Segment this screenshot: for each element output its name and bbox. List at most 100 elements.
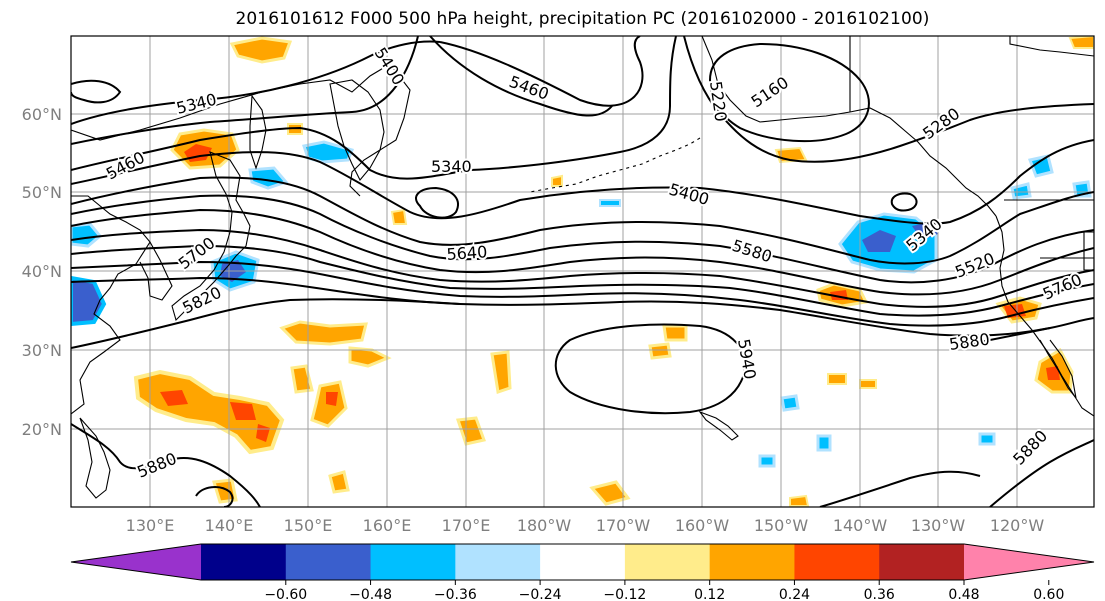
- contour-line: [71, 423, 261, 507]
- coastline-sakhalin: [249, 94, 267, 170]
- precip-patch: [827, 373, 847, 385]
- precip-patch: [328, 470, 350, 494]
- coastline-hawaii: [698, 410, 739, 441]
- lon-label: 150°E: [284, 516, 333, 535]
- lon-label: 170°W: [596, 516, 651, 535]
- contour-line: [959, 327, 1051, 347]
- contour-line: [71, 244, 1094, 317]
- contour-line: [71, 36, 677, 180]
- precip-patch: [758, 454, 776, 468]
- contour-line: [819, 470, 981, 507]
- colorbar-segment: [201, 544, 287, 580]
- precip-patch: [1027, 154, 1054, 178]
- precip-patch: [1068, 36, 1094, 49]
- colorbar-tick-label: 0.12: [694, 587, 725, 601]
- precip-patch: [589, 480, 631, 506]
- colorbar-tick-label: −0.12: [603, 587, 646, 601]
- precip-patch: [789, 494, 810, 507]
- colorbar-tick-label: 0.24: [779, 587, 810, 601]
- colorbar-segment: [370, 544, 456, 580]
- colorbar: −0.60 −0.48 −0.36 −0.24 −0.12 0.12 0.24 0.36 0.4…: [70, 543, 1095, 601]
- colorbar-segment: [455, 544, 541, 580]
- lon-label: 180°W: [517, 516, 572, 535]
- precip-patch: [1046, 366, 1060, 380]
- colorbar-tick-label: −0.48: [349, 587, 392, 601]
- colorbar-tick-label: −0.36: [434, 587, 477, 601]
- precip-patch: [859, 379, 877, 389]
- contour-line: [71, 139, 1094, 225]
- coastlines: [71, 36, 1094, 499]
- precip-patch: [160, 390, 188, 406]
- precip-patch: [248, 166, 289, 190]
- contour-line: [71, 40, 441, 125]
- colorbar-segment: [624, 544, 711, 580]
- colorbar-tick-label: 0.48: [948, 587, 979, 601]
- colorbar-segment: [709, 544, 795, 580]
- colorbar-outline: [70, 543, 1095, 581]
- precip-patch: [862, 230, 896, 252]
- contour-line: [989, 439, 1094, 507]
- coastline-na-west: [995, 215, 1094, 417]
- colorbar-tick-label: −0.60: [264, 587, 307, 601]
- contour-line: [71, 176, 1094, 265]
- coastline-philippines: [79, 417, 111, 499]
- coastline-alaska: [701, 36, 997, 217]
- colorbar-extend-high: [964, 544, 1094, 580]
- contour-line: [71, 79, 122, 104]
- lon-label: 140°E: [205, 516, 254, 535]
- precip-patch: [455, 416, 486, 446]
- contour-line: [71, 228, 1094, 308]
- colorbar-segment: [794, 544, 880, 580]
- contour-line: [71, 276, 1094, 337]
- coastline-baja: [1039, 339, 1077, 399]
- contour-line: [415, 186, 459, 219]
- precip-patch: [780, 394, 800, 412]
- lat-label: 20°N: [22, 420, 62, 439]
- colorbar-tick-label: 0.36: [864, 587, 895, 601]
- contour-line: [683, 36, 1094, 163]
- contour-line: [439, 36, 644, 107]
- precip-patch: [490, 350, 512, 394]
- contour-line: [554, 323, 747, 415]
- precip-patch: [230, 402, 256, 420]
- lon-label: 150°W: [754, 516, 809, 535]
- precip-patch: [71, 222, 103, 248]
- contour-line: [71, 194, 1094, 284]
- contour-label: 5640: [446, 242, 488, 264]
- contour-line: [71, 208, 1094, 296]
- colorbar-extend-low: [71, 544, 201, 580]
- contour-line: [890, 192, 918, 212]
- coastline-korea: [139, 241, 173, 301]
- map-frame: [70, 35, 1095, 508]
- latitude-labels: 60°N 50°N 40°N 30°N 20°N: [22, 105, 62, 439]
- lat-label: 40°N: [22, 262, 62, 281]
- contour-label: 5340: [431, 157, 472, 176]
- coastline-asia: [71, 63, 411, 415]
- precip-patch: [551, 174, 563, 187]
- precip-patch: [290, 364, 314, 394]
- precip-patch: [212, 478, 238, 504]
- contour-line: [429, 36, 613, 117]
- precip-patch: [390, 208, 408, 225]
- colorbar-segment: [285, 544, 372, 580]
- precip-patch: [648, 342, 672, 360]
- precip-patch: [1010, 182, 1032, 200]
- contour-line: [708, 42, 870, 143]
- contour-line: [71, 298, 461, 349]
- contour-line: [71, 260, 1094, 327]
- coastline-kamchatka: [329, 79, 385, 181]
- lon-label: 140°W: [833, 516, 888, 535]
- precip-patch: [326, 392, 338, 406]
- coastline-japan: [171, 151, 251, 322]
- precip-patch: [599, 199, 621, 207]
- coastline-alaska-interior: [849, 36, 1094, 112]
- lon-label: 160°W: [675, 516, 730, 535]
- contour-line: [195, 486, 234, 507]
- precip-patch: [912, 222, 938, 240]
- lon-label: 120°W: [990, 516, 1045, 535]
- lon-label: 130°E: [126, 516, 175, 535]
- lat-label: 60°N: [22, 105, 62, 124]
- height-contours: [71, 36, 1094, 507]
- precip-patch: [662, 324, 688, 342]
